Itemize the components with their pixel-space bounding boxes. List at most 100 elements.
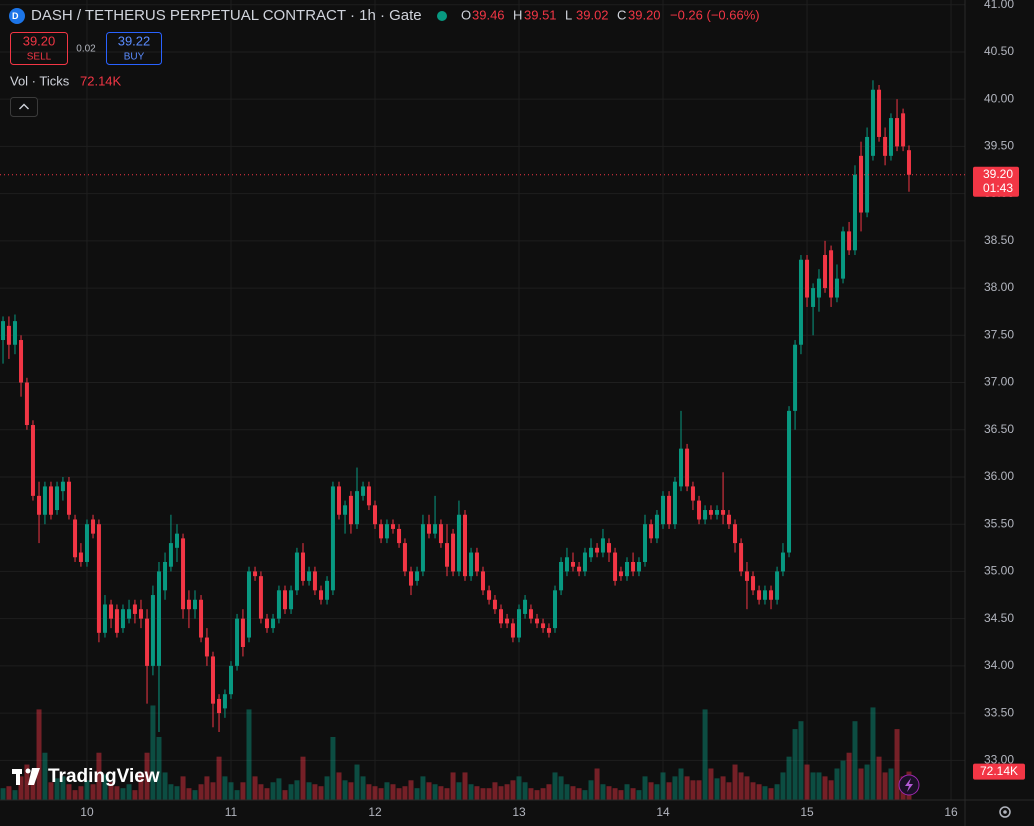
volume-bar bbox=[750, 782, 756, 800]
volume-bar bbox=[354, 764, 360, 800]
candle-body bbox=[199, 599, 204, 638]
volume-bar bbox=[672, 776, 678, 800]
candle-body bbox=[307, 571, 312, 581]
candle-body bbox=[679, 448, 684, 487]
candle-body bbox=[595, 547, 600, 553]
volume-bar bbox=[78, 786, 84, 800]
candle-body bbox=[330, 486, 335, 591]
candle-body bbox=[258, 576, 263, 619]
settings-icon[interactable] bbox=[1003, 810, 1007, 814]
candle-body bbox=[312, 571, 317, 591]
volume-bar bbox=[438, 786, 444, 800]
volume-bar bbox=[810, 772, 816, 800]
candle-body bbox=[589, 547, 594, 558]
volume-bar bbox=[0, 788, 6, 800]
candle-body bbox=[415, 571, 420, 581]
candle-body bbox=[42, 486, 47, 515]
candle-body bbox=[757, 590, 762, 600]
candle-body bbox=[163, 561, 168, 591]
y-tick-label: 38.00 bbox=[984, 280, 1014, 294]
volume-bar bbox=[384, 782, 390, 800]
volume-bar bbox=[372, 786, 378, 800]
buy-button[interactable] bbox=[106, 32, 162, 65]
candle-body bbox=[481, 571, 486, 591]
volume-bar bbox=[126, 784, 132, 800]
candle-body bbox=[703, 510, 708, 520]
volume-bar bbox=[390, 784, 396, 800]
x-tick-label: 16 bbox=[944, 805, 958, 819]
collapse-button[interactable] bbox=[10, 97, 38, 117]
buy-price[interactable]: 39.22 bbox=[118, 33, 151, 48]
candle-body bbox=[420, 524, 425, 572]
candle-body bbox=[120, 609, 125, 629]
candle-body bbox=[210, 656, 215, 704]
volume-bar bbox=[552, 772, 558, 800]
volume-bar bbox=[168, 784, 174, 800]
last-price-label: 39.20 bbox=[983, 167, 1013, 181]
volume-bar bbox=[546, 784, 552, 800]
buy-label[interactable]: BUY bbox=[124, 52, 145, 63]
volume-bar bbox=[870, 707, 876, 800]
candle-body bbox=[102, 604, 107, 633]
legend-key: C bbox=[617, 7, 626, 22]
candle-body bbox=[649, 524, 654, 539]
settings-button[interactable] bbox=[999, 806, 1011, 818]
candle-body bbox=[84, 524, 89, 562]
y-tick-label: 40.50 bbox=[984, 44, 1014, 58]
volume-pane bbox=[0, 705, 912, 800]
candle-body bbox=[240, 618, 245, 647]
volume-bar bbox=[102, 774, 108, 800]
candle-body bbox=[744, 571, 749, 581]
candle-body bbox=[30, 425, 35, 496]
volume-bar bbox=[402, 786, 408, 800]
candle-body bbox=[96, 524, 101, 633]
candle-body bbox=[811, 288, 816, 307]
volume-bar bbox=[450, 772, 456, 800]
candle-body bbox=[528, 609, 533, 619]
collapse-icon[interactable] bbox=[19, 103, 29, 110]
candle-body bbox=[697, 500, 702, 520]
candle-body bbox=[829, 250, 834, 298]
volume-bar bbox=[666, 782, 672, 800]
volume-bar bbox=[270, 782, 276, 800]
volume-bar bbox=[414, 788, 420, 800]
volume-bar bbox=[492, 782, 498, 800]
candle-body bbox=[6, 325, 11, 345]
sell-button[interactable] bbox=[10, 32, 68, 65]
candle-body bbox=[168, 543, 173, 567]
candle-body bbox=[762, 590, 767, 600]
candle-body bbox=[24, 382, 29, 426]
volume-bar bbox=[474, 786, 480, 800]
alert-icon[interactable] bbox=[905, 778, 913, 792]
candle-body bbox=[492, 599, 497, 610]
sell-price[interactable]: 39.20 bbox=[23, 33, 56, 48]
volume-bar bbox=[534, 790, 540, 800]
sell-label[interactable]: SELL bbox=[27, 52, 52, 63]
volume-bar bbox=[66, 784, 72, 800]
volume-bar bbox=[366, 784, 372, 800]
x-tick-label: 10 bbox=[80, 805, 94, 819]
volume-bar bbox=[540, 788, 546, 800]
candle-body bbox=[127, 609, 132, 619]
volume-bar bbox=[648, 782, 654, 800]
volume-bar bbox=[792, 729, 798, 800]
candle-body bbox=[78, 552, 83, 562]
volume-bar bbox=[528, 788, 534, 800]
candle-body bbox=[690, 486, 695, 501]
candle-body bbox=[48, 486, 53, 515]
volume-bar bbox=[348, 782, 354, 800]
y-tick-label: 36.50 bbox=[984, 422, 1014, 436]
volume-bar bbox=[210, 782, 216, 800]
candle-body bbox=[607, 543, 612, 553]
volume-bar bbox=[228, 782, 234, 800]
volume-bar bbox=[636, 790, 642, 800]
candle-body bbox=[186, 599, 191, 610]
legend-key: L bbox=[565, 7, 572, 22]
volume-bar bbox=[882, 772, 888, 800]
candle-body bbox=[264, 618, 269, 629]
y-tick-label: 34.00 bbox=[984, 658, 1014, 672]
volume-bar bbox=[336, 772, 342, 800]
candle-body bbox=[672, 481, 677, 525]
candle-body bbox=[379, 524, 384, 539]
candle-body bbox=[582, 552, 587, 572]
